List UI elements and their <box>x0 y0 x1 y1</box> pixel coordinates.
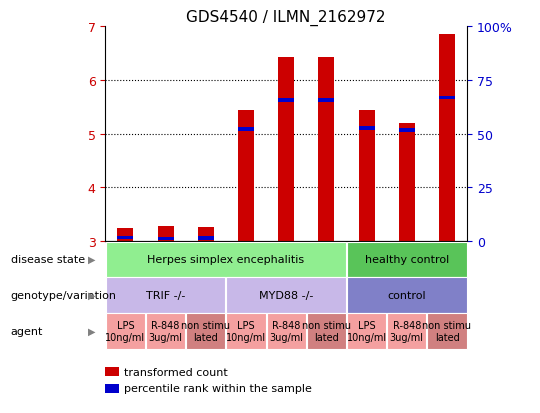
Bar <box>158 227 174 242</box>
Bar <box>238 128 254 132</box>
Bar <box>399 128 415 132</box>
Bar <box>186 313 226 349</box>
Bar <box>226 313 266 349</box>
Text: control: control <box>388 290 426 300</box>
Bar <box>198 227 214 242</box>
Bar <box>347 242 467 277</box>
Text: R-848
3ug/ml: R-848 3ug/ml <box>269 320 303 342</box>
Bar <box>278 99 294 103</box>
Text: TRIF -/-: TRIF -/- <box>146 290 185 300</box>
Text: R-848
3ug/ml: R-848 3ug/ml <box>148 320 183 342</box>
Text: LPS
10ng/ml: LPS 10ng/ml <box>226 320 266 342</box>
Text: ▶: ▶ <box>88 290 96 300</box>
Bar <box>278 58 294 242</box>
Bar <box>117 228 133 242</box>
Text: non stimu
lated: non stimu lated <box>302 320 351 342</box>
Title: GDS4540 / ILMN_2162972: GDS4540 / ILMN_2162972 <box>186 9 386 26</box>
Text: R-848
3ug/ml: R-848 3ug/ml <box>390 320 424 342</box>
Bar <box>198 237 214 240</box>
Bar <box>106 313 145 349</box>
Bar <box>439 96 455 100</box>
Bar <box>307 313 346 349</box>
Bar <box>226 278 346 313</box>
Text: MYD88 -/-: MYD88 -/- <box>259 290 313 300</box>
Bar <box>439 35 455 242</box>
Bar <box>319 58 334 242</box>
Bar <box>319 99 334 103</box>
Bar <box>106 278 226 313</box>
Text: disease state: disease state <box>11 254 85 264</box>
Text: non stimu
lated: non stimu lated <box>181 320 230 342</box>
Text: agent: agent <box>11 326 43 336</box>
Bar <box>158 237 174 241</box>
Text: genotype/variation: genotype/variation <box>11 290 117 300</box>
Text: percentile rank within the sample: percentile rank within the sample <box>124 383 312 393</box>
Bar <box>359 111 375 242</box>
Bar <box>106 242 346 277</box>
Bar <box>117 236 133 240</box>
Text: ▶: ▶ <box>88 326 96 336</box>
Bar <box>427 313 467 349</box>
Text: Herpes simplex encephalitis: Herpes simplex encephalitis <box>147 254 305 264</box>
Text: healthy control: healthy control <box>364 254 449 264</box>
Text: non stimu
lated: non stimu lated <box>422 320 471 342</box>
Bar <box>146 313 185 349</box>
Bar <box>359 127 375 131</box>
Text: ▶: ▶ <box>88 254 96 264</box>
Bar <box>267 313 306 349</box>
Bar <box>347 278 467 313</box>
Bar <box>347 313 386 349</box>
Bar <box>399 123 415 242</box>
Text: transformed count: transformed count <box>124 367 228 377</box>
Bar <box>387 313 427 349</box>
Bar <box>238 111 254 242</box>
Text: LPS
10ng/ml: LPS 10ng/ml <box>105 320 145 342</box>
Text: LPS
10ng/ml: LPS 10ng/ml <box>347 320 387 342</box>
